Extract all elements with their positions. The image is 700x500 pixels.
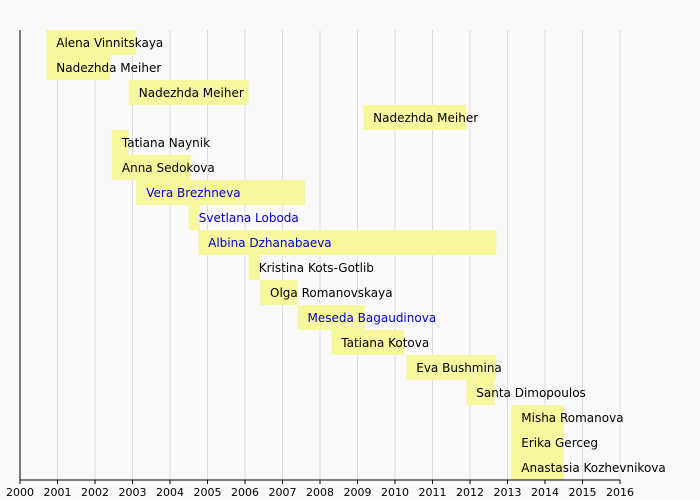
bar-label: Nadezhda Meiher [56, 61, 161, 75]
bar [331, 330, 405, 355]
x-tick-label: 2015 [569, 486, 597, 499]
x-tick-label: 2009 [344, 486, 372, 499]
bar [511, 455, 564, 480]
bar [406, 355, 497, 380]
bar [511, 405, 564, 430]
x-tick-label: 2003 [119, 486, 147, 499]
bar-label: Anastasia Kozhevnikova [521, 461, 666, 475]
x-tick-label: 2000 [6, 486, 34, 499]
bar [111, 130, 129, 155]
x-tick-label: 2011 [419, 486, 447, 499]
bar-label: Kristina Kots-Gotlib [259, 261, 374, 275]
x-tick-label: 2002 [81, 486, 109, 499]
bar [297, 305, 365, 330]
x-tick-label: 2010 [381, 486, 409, 499]
bar-label[interactable]: Vera Brezhneva [146, 186, 240, 200]
bar [188, 205, 200, 230]
x-tick-label: 2004 [156, 486, 184, 499]
bar-label: Nadezhda Meiher [139, 86, 244, 100]
x-tick-label: 2012 [456, 486, 484, 499]
x-tick-label: 2007 [269, 486, 297, 499]
bars [46, 30, 564, 480]
bar [260, 280, 298, 305]
bar [198, 230, 497, 255]
x-tick-label: 2016 [606, 486, 634, 499]
bar-label[interactable]: Albina Dzhanabaeva [208, 236, 332, 250]
x-tick-label: 2014 [531, 486, 559, 499]
bar-label: Eva Bushmina [416, 361, 502, 375]
x-tick-label: 2013 [494, 486, 522, 499]
bar-label[interactable]: Meseda Bagaudinova [308, 311, 437, 325]
bar-label: Nadezhda Meiher [373, 111, 478, 125]
labels: Alena Vinnitskaya Nadezhda Meiher Nadezhda… [56, 36, 666, 475]
x-tick-label: 2001 [44, 486, 72, 499]
bar [466, 380, 495, 405]
bar [363, 105, 467, 130]
x-tick-label: 2006 [231, 486, 259, 499]
bar-label[interactable]: Svetlana Loboda [199, 211, 299, 225]
bar-label: Tatiana Naynik [121, 136, 210, 150]
bar [136, 180, 305, 205]
x-tick-label: 2008 [306, 486, 334, 499]
bar-label: Misha Romanova [521, 411, 623, 425]
bar [111, 155, 191, 180]
bar [46, 55, 110, 80]
bar-label: Erika Gerceg [521, 436, 598, 450]
bar [511, 430, 564, 455]
bar [46, 30, 137, 55]
bar-label: Tatiana Kotova [340, 336, 429, 350]
bar-label: Alena Vinnitskaya [56, 36, 163, 50]
bar-label: Olga Romanovskaya [270, 286, 393, 300]
x-tick-label: 2005 [194, 486, 222, 499]
bar [248, 255, 260, 280]
bar-label: Anna Sedokova [122, 161, 215, 175]
bar [128, 80, 249, 105]
bar-label: Santa Dimopoulos [476, 386, 586, 400]
